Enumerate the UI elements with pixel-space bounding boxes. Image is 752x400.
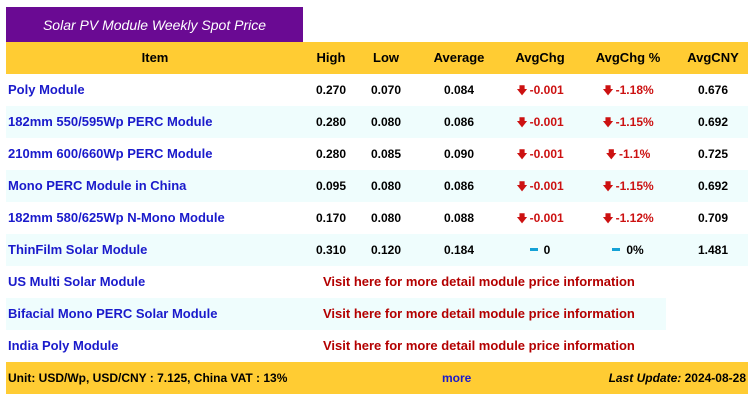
avgcny-value: 0.676 bbox=[697, 83, 729, 97]
table-row: ThinFilm Solar Module 0.310 0.120 0.184 … bbox=[6, 234, 748, 266]
item-link[interactable]: 182mm 550/595Wp PERC Module bbox=[8, 114, 213, 129]
low-value: 0.080 bbox=[370, 115, 402, 129]
avgchg-value: 0 bbox=[543, 243, 551, 257]
price-table: Item High Low Average AvgChg AvgChg % Av… bbox=[6, 42, 748, 362]
low-value: 0.080 bbox=[370, 179, 402, 193]
item-link[interactable]: 182mm 580/625Wp N-Mono Module bbox=[8, 210, 225, 225]
avgchg-pct-value: -1.15% bbox=[615, 115, 654, 129]
avgcny-value: 0.692 bbox=[697, 179, 729, 193]
down-arrow-icon: 🡇 bbox=[602, 181, 614, 193]
average-value: 0.184 bbox=[443, 243, 475, 257]
avgchg-pct-value: -1.12% bbox=[615, 211, 654, 225]
avgchg-value: -0.001 bbox=[529, 179, 564, 193]
header-average: Average bbox=[433, 50, 485, 65]
avgchg-cell: 🡇 -0.001 bbox=[502, 170, 578, 202]
header-high: High bbox=[316, 50, 346, 65]
table-header: Item High Low Average AvgChg AvgChg % Av… bbox=[6, 42, 748, 74]
flat-dash-icon bbox=[529, 248, 538, 252]
avgcny-value: 1.481 bbox=[697, 243, 729, 257]
page-title: Solar PV Module Weekly Spot Price bbox=[6, 7, 303, 42]
unit-info: Unit: USD/Wp, USD/CNY : 7.125, China VAT… bbox=[8, 371, 288, 385]
link-row: India Poly Module Visit here for more de… bbox=[6, 330, 748, 362]
link-row: US Multi Solar Module Visit here for mor… bbox=[6, 266, 748, 298]
last-update-date: 2024-08-28 bbox=[684, 371, 746, 385]
avgchg-pct-value: 0% bbox=[626, 243, 644, 257]
table-row: 182mm 550/595Wp PERC Module 0.280 0.080 … bbox=[6, 106, 748, 138]
table-footer: Unit: USD/Wp, USD/CNY : 7.125, China VAT… bbox=[6, 362, 748, 394]
avgchg-pct-cell: 🡇 -1.18% bbox=[578, 74, 678, 106]
item-link[interactable]: Poly Module bbox=[8, 82, 85, 97]
header-item: Item bbox=[141, 50, 169, 65]
header-low: Low bbox=[373, 50, 399, 65]
avgchg-pct-value: -1.18% bbox=[615, 83, 654, 97]
avgchg-cell: 🡇 -0.001 bbox=[502, 202, 578, 234]
avgchg-cell: 0 bbox=[502, 234, 578, 266]
low-value: 0.120 bbox=[370, 243, 402, 257]
last-update: Last Update: 2024-08-28 bbox=[609, 362, 746, 394]
item-link[interactable]: 210mm 600/660Wp PERC Module bbox=[8, 146, 213, 161]
detail-price-link[interactable]: Visit here for more detail module price … bbox=[323, 306, 635, 321]
low-value: 0.080 bbox=[370, 211, 402, 225]
table-row: 182mm 580/625Wp N-Mono Module 0.170 0.08… bbox=[6, 202, 748, 234]
item-link[interactable]: Mono PERC Module in China bbox=[8, 178, 187, 193]
high-value: 0.170 bbox=[315, 211, 347, 225]
down-arrow-icon: 🡇 bbox=[516, 213, 528, 225]
avgchg-cell: 🡇 -0.001 bbox=[502, 74, 578, 106]
item-link[interactable]: US Multi Solar Module bbox=[8, 274, 146, 289]
table-row: Poly Module 0.270 0.070 0.084 🡇 -0.001 🡇 -… bbox=[6, 74, 748, 106]
high-value: 0.270 bbox=[315, 83, 347, 97]
avgcny-value: 0.709 bbox=[697, 211, 729, 225]
avgchg-value: -0.001 bbox=[529, 115, 564, 129]
detail-price-link[interactable]: Visit here for more detail module price … bbox=[323, 338, 635, 353]
average-value: 0.086 bbox=[443, 115, 475, 129]
avgchg-pct-cell: 🡇 -1.1% bbox=[578, 138, 678, 170]
table-row: 210mm 600/660Wp PERC Module 0.280 0.085 … bbox=[6, 138, 748, 170]
average-value: 0.088 bbox=[443, 211, 475, 225]
avgchg-value: -0.001 bbox=[529, 211, 564, 225]
flat-dash-icon bbox=[612, 248, 621, 252]
more-link[interactable]: more bbox=[442, 371, 472, 385]
average-value: 0.090 bbox=[443, 147, 475, 161]
avgchg-pct-cell: 🡇 -1.12% bbox=[578, 202, 678, 234]
average-value: 0.086 bbox=[443, 179, 475, 193]
table-row: Mono PERC Module in China 0.095 0.080 0.… bbox=[6, 170, 748, 202]
high-value: 0.310 bbox=[315, 243, 347, 257]
detail-price-link[interactable]: Visit here for more detail module price … bbox=[323, 274, 635, 289]
last-update-label: Last Update: bbox=[608, 371, 682, 385]
item-link[interactable]: India Poly Module bbox=[8, 338, 119, 353]
low-value: 0.070 bbox=[370, 83, 402, 97]
avgchg-pct-cell: 🡇 -1.15% bbox=[578, 170, 678, 202]
header-avgchg-pct: AvgChg % bbox=[595, 50, 661, 65]
down-arrow-icon: 🡇 bbox=[516, 85, 528, 97]
header-avgchg: AvgChg bbox=[515, 50, 565, 65]
down-arrow-icon: 🡇 bbox=[516, 149, 528, 161]
avgchg-pct-value: -1.1% bbox=[618, 147, 651, 161]
down-arrow-icon: 🡇 bbox=[605, 149, 617, 161]
avgchg-pct-cell: 🡇 -1.15% bbox=[578, 106, 678, 138]
down-arrow-icon: 🡇 bbox=[602, 85, 614, 97]
avgchg-cell: 🡇 -0.001 bbox=[502, 106, 578, 138]
avgchg-pct-value: -1.15% bbox=[615, 179, 654, 193]
down-arrow-icon: 🡇 bbox=[516, 117, 528, 129]
row-background bbox=[6, 298, 666, 330]
header-avgcny: AvgCNY bbox=[687, 50, 739, 65]
down-arrow-icon: 🡇 bbox=[516, 181, 528, 193]
avgcny-value: 0.692 bbox=[697, 115, 729, 129]
avgchg-cell: 🡇 -0.001 bbox=[502, 138, 578, 170]
avgchg-value: -0.001 bbox=[529, 147, 564, 161]
link-row: Bifacial Mono PERC Solar Module Visit he… bbox=[6, 298, 748, 330]
low-value: 0.085 bbox=[370, 147, 402, 161]
down-arrow-icon: 🡇 bbox=[602, 117, 614, 129]
avgcny-value: 0.725 bbox=[697, 147, 729, 161]
item-link[interactable]: Bifacial Mono PERC Solar Module bbox=[8, 306, 218, 321]
avgchg-pct-cell: 0% bbox=[578, 234, 678, 266]
high-value: 0.280 bbox=[315, 115, 347, 129]
high-value: 0.095 bbox=[315, 179, 347, 193]
down-arrow-icon: 🡇 bbox=[602, 213, 614, 225]
high-value: 0.280 bbox=[315, 147, 347, 161]
item-link[interactable]: ThinFilm Solar Module bbox=[8, 242, 148, 257]
avgchg-value: -0.001 bbox=[529, 83, 564, 97]
average-value: 0.084 bbox=[443, 83, 475, 97]
